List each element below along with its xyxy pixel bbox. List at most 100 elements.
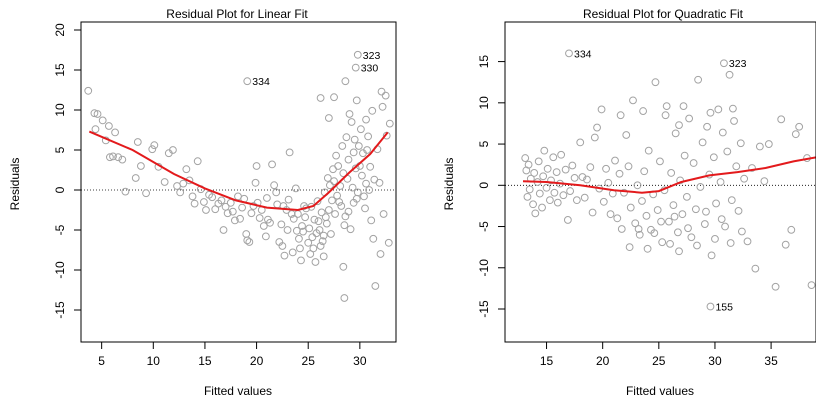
y-tick-label: 0	[477, 182, 491, 189]
data-point	[353, 188, 362, 197]
data-point	[751, 264, 760, 273]
data-point	[182, 165, 191, 174]
x-tick-label: 30	[353, 354, 367, 368]
data-point	[644, 146, 653, 155]
data-point	[743, 237, 752, 246]
annotated-point	[353, 50, 362, 59]
data-point	[247, 209, 256, 218]
data-point	[266, 218, 274, 227]
data-point	[285, 148, 294, 157]
data-point	[777, 115, 786, 124]
data-point	[707, 251, 716, 260]
quadratic-x-axis: 15 20 25 30 35	[540, 342, 778, 368]
data-point	[795, 122, 804, 131]
y-tick-label: -5	[53, 224, 67, 235]
data-point	[542, 183, 551, 192]
data-point	[639, 107, 647, 115]
data-point	[351, 164, 360, 173]
data-point	[226, 198, 235, 207]
data-point	[104, 122, 113, 130]
data-point	[691, 205, 700, 214]
data-point	[563, 216, 572, 224]
linear-points	[84, 77, 394, 302]
data-point	[376, 250, 385, 258]
data-point	[363, 146, 371, 154]
data-point	[590, 133, 599, 142]
point-annotation-label: 323	[363, 50, 381, 62]
data-point	[350, 135, 359, 144]
quadratic-smooth-curve	[522, 156, 816, 194]
data-point	[694, 75, 703, 84]
quadratic-plot-frame	[504, 21, 816, 343]
data-point	[576, 138, 585, 147]
data-point	[188, 192, 197, 201]
data-point	[748, 164, 756, 172]
data-point	[160, 178, 169, 186]
y-tick-label: 10	[53, 103, 67, 117]
data-point	[593, 123, 601, 132]
linear-panel-title: Residual Plot for Linear Fit	[166, 7, 308, 21]
data-point	[121, 187, 130, 196]
data-point	[344, 155, 353, 164]
quadratic-x-axis-label: Fitted values	[626, 384, 694, 398]
y-tick-label: -15	[477, 300, 491, 318]
data-point	[583, 175, 591, 184]
data-point	[597, 105, 606, 114]
y-tick-label: -15	[53, 301, 67, 319]
data-point	[650, 229, 659, 238]
data-point	[326, 181, 334, 190]
data-point	[620, 188, 628, 197]
data-point	[109, 152, 117, 161]
data-point	[335, 198, 344, 206]
data-point	[578, 173, 587, 181]
y-tick-label: 15	[53, 63, 67, 77]
x-tick-label: 5	[98, 354, 105, 368]
data-point	[547, 176, 555, 185]
data-point	[807, 281, 816, 289]
data-point	[656, 157, 664, 166]
data-point	[525, 185, 534, 194]
point-annotation-label: 323	[729, 58, 747, 70]
quadratic-points	[521, 70, 816, 291]
data-point	[176, 188, 185, 197]
data-point	[333, 191, 342, 200]
point-annotation-label: 155	[715, 302, 733, 314]
data-point	[252, 162, 261, 170]
data-point	[369, 234, 378, 243]
data-point	[371, 282, 380, 290]
data-point	[727, 196, 736, 205]
data-point	[318, 237, 327, 246]
data-point	[255, 214, 264, 222]
data-point	[561, 165, 570, 174]
data-point	[284, 195, 293, 204]
data-point	[613, 214, 622, 223]
data-point	[291, 184, 300, 193]
y-tick-label: 5	[477, 140, 491, 147]
data-point	[358, 171, 366, 180]
data-point	[625, 243, 634, 252]
data-point	[638, 197, 646, 205]
data-point	[304, 238, 313, 247]
data-point	[289, 214, 298, 223]
data-point	[375, 178, 384, 187]
y-tick-label: 5	[53, 146, 67, 153]
data-point	[346, 225, 355, 234]
data-point	[193, 157, 202, 166]
data-point	[236, 214, 244, 223]
data-point	[539, 172, 548, 181]
data-point	[642, 211, 651, 220]
data-point	[633, 181, 642, 190]
data-point	[712, 199, 720, 208]
data-point	[354, 142, 363, 150]
y-tick-label: 20	[53, 23, 67, 37]
data-point	[615, 169, 624, 178]
data-point	[535, 189, 544, 198]
data-point	[670, 212, 679, 221]
data-point	[316, 242, 325, 250]
data-point	[324, 206, 333, 214]
data-point	[361, 204, 369, 213]
data-point	[114, 153, 123, 162]
data-point	[734, 206, 743, 215]
